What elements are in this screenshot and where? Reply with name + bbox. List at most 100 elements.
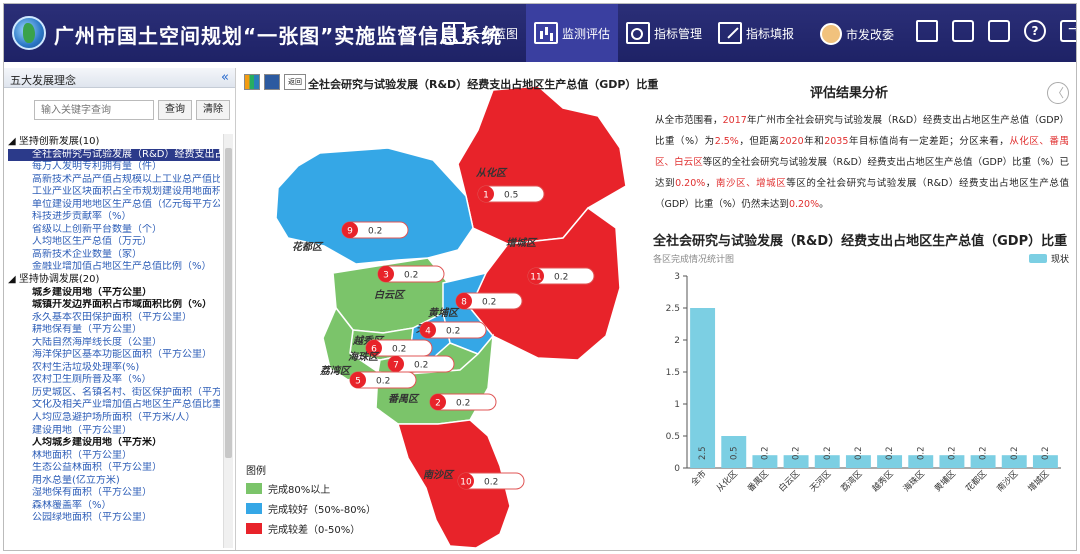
user-menu[interactable]: 市发改委 <box>820 23 894 45</box>
panel-header: 五大发展理念 « <box>4 68 235 88</box>
district-value-badge[interactable]: 11 0.2 <box>527 267 595 285</box>
monitor-chart-icon <box>534 22 559 44</box>
nav-monitor-evaluation[interactable]: 监测评估 <box>526 4 619 62</box>
tree-item[interactable]: 金融业增加值占地区生产总值比例（%） <box>32 261 212 273</box>
back-circle-icon[interactable]: 〈 <box>1047 82 1069 104</box>
district-value-badge[interactable]: 6 0.2 <box>365 339 433 357</box>
clear-button[interactable]: 清除 <box>196 100 230 120</box>
tree-item[interactable]: 城乡建设用地（平方公里） <box>32 286 152 298</box>
bar-value-label: 0.2 <box>823 446 833 460</box>
bar[interactable] <box>1001 455 1027 468</box>
tree-item[interactable]: 人均城乡建设用地（平方米） <box>32 437 162 449</box>
district-value-badge[interactable]: 10 0.2 <box>457 472 525 490</box>
help-icon[interactable]: ? <box>1024 20 1046 42</box>
district-value-badge[interactable]: 1 0.5 <box>477 185 545 203</box>
bar[interactable] <box>721 436 747 468</box>
tree-item[interactable]: 大陆自然海岸线长度（公里） <box>32 336 162 348</box>
tree-item[interactable]: 工业产业区块面积占全市规划建设用地面积比 <box>32 186 220 198</box>
district-value-badge[interactable]: 7 0.2 <box>387 355 455 373</box>
nav-indicator-management[interactable]: 指标管理 <box>618 4 710 62</box>
tree-item[interactable]: 永久基本农田保护面积（平方公里） <box>32 311 192 323</box>
query-button[interactable]: 查询 <box>158 100 192 120</box>
tree-item[interactable]: 林地面积（平方公里） <box>32 449 132 461</box>
district-map[interactable]: 从化区10.5花都区90.2白云区30.2增城区110.2黄埔区80.2天河区4… <box>238 68 648 550</box>
district-value-badge[interactable]: 2 0.2 <box>429 393 497 411</box>
district-rank: 3 <box>383 271 389 281</box>
district-value-badge[interactable]: 3 0.2 <box>377 265 445 283</box>
bar[interactable] <box>690 308 716 468</box>
bar[interactable] <box>845 455 871 468</box>
tree-item[interactable]: 农村卫生厕所普及率（%） <box>32 374 152 386</box>
tree-item[interactable]: 人均应急避护场所面积（平方米/人） <box>32 412 196 424</box>
bar-chart: 0 0.5 1 1.5 2 2.5 3 2.5 全市 0.5 从化区 0.2 番禺区 0.2 白云区 0.2 天… <box>666 272 1061 494</box>
bar[interactable] <box>908 455 934 468</box>
analysis-text-segment: ， <box>705 178 716 189</box>
bar-value-label: 0.2 <box>760 446 770 460</box>
lock-icon[interactable] <box>988 20 1010 42</box>
tree-item[interactable]: 建设用地（平方公里） <box>32 424 132 436</box>
analysis-text-segment: ，但距离 <box>738 136 780 147</box>
tree-item[interactable]: 省级以上创新平台数量（个） <box>32 223 162 235</box>
tree-scrollbar[interactable] <box>223 134 233 548</box>
x-tick-label: 增城区 <box>1026 468 1052 494</box>
tree-item[interactable]: 公园绿地面积（平方公里） <box>32 512 152 524</box>
save-icon[interactable] <box>264 74 280 90</box>
x-tick-label: 从化区 <box>714 468 740 494</box>
tree-group[interactable]: ◢ 坚持创新发展(10) <box>8 136 100 147</box>
map-panel: 从化区10.5花都区90.2白云区30.2增城区110.2黄埔区80.2天河区4… <box>238 68 658 550</box>
tree-item[interactable]: 生态公益林面积（平方公里） <box>32 462 162 474</box>
tree-item[interactable]: 耕地保有量（平方公里） <box>32 324 142 336</box>
chart-toggle-icon[interactable] <box>244 74 260 90</box>
district-value-badge[interactable]: 4 0.2 <box>419 321 487 339</box>
district-region[interactable] <box>396 419 511 549</box>
bar[interactable] <box>939 455 965 468</box>
analysis-text-segment: 从全市范围看， <box>655 115 723 126</box>
tree-group[interactable]: ◢ 坚持协调发展(20) <box>8 274 100 286</box>
scrollbar-thumb[interactable] <box>225 148 232 458</box>
tree-item[interactable]: 海洋保护区基本功能区面积（平方公里） <box>32 349 212 361</box>
logout-icon[interactable] <box>1060 20 1076 42</box>
district-value: 0.2 <box>404 271 418 281</box>
x-tick-label: 海珠区 <box>901 468 927 494</box>
tree-item[interactable]: 用水总量(亿立方米) <box>32 474 120 486</box>
search-chart-icon[interactable] <box>952 20 974 42</box>
edit-form-icon <box>718 22 743 44</box>
tree-item[interactable]: 城镇开发边界面积占市域面积比例（%） <box>32 299 213 311</box>
bar[interactable] <box>752 455 778 468</box>
collapse-panel-icon[interactable]: « <box>221 70 229 85</box>
bar-value-label: 2.5 <box>698 446 708 460</box>
tree-item[interactable]: 科技进步贡献率（%） <box>32 211 132 223</box>
bar[interactable] <box>814 455 840 468</box>
district-value-badge[interactable]: 8 0.2 <box>455 292 523 310</box>
nav-blueprint[interactable]: 一张蓝图 <box>434 4 526 62</box>
bar[interactable] <box>970 455 996 468</box>
bar[interactable] <box>783 455 809 468</box>
search-input[interactable] <box>34 100 154 120</box>
analysis-text-segment: 年广州市全社会研究与试验发展（R&D）经费支出占地区生产总值（GDP）比重（%）… <box>655 115 1069 147</box>
highlight-text: 从化区、番禺区、白云区 <box>655 136 1069 168</box>
bar-value-label: 0.5 <box>729 446 739 460</box>
analysis-text-segment: 年目标值尚有一定差距；分区来看， <box>848 136 1010 147</box>
tree-item[interactable]: 单位建设用地地区生产总值（亿元每平方公里） <box>32 198 220 210</box>
indicator-flow-icon <box>626 22 651 44</box>
tree-item[interactable]: 文化及相关产业增加值占地区生产总值比重 <box>32 399 220 411</box>
district-value: 0.2 <box>446 327 460 337</box>
tree-item[interactable]: 湿地保有面积（平方公里） <box>32 487 152 499</box>
bar[interactable] <box>877 455 903 468</box>
district-value-badge[interactable]: 5 0.2 <box>349 371 417 389</box>
tree-item[interactable]: 森林覆盖率（%） <box>32 499 112 511</box>
district-region[interactable] <box>275 147 474 265</box>
tree-item[interactable]: 人均地区生产总值（万元） <box>32 236 152 248</box>
tree-item[interactable]: 历史城区、名镇名村、街区保护面积（平方公里） <box>32 386 220 398</box>
nav-indicator-fill[interactable]: 指标填报 <box>710 4 802 62</box>
tree-item[interactable]: 高新技术企业数量（家） <box>32 248 142 260</box>
tree-item[interactable]: 农村生活垃圾处理率(%) <box>32 361 140 373</box>
tree-item[interactable]: 高新技术产品产值占规模以上工业总产值比重 <box>32 173 220 185</box>
district-value-badge[interactable]: 9 0.2 <box>341 221 409 239</box>
back-button[interactable]: 返回 <box>284 74 306 90</box>
tree-item[interactable]: 每万人发明专利拥有量（件） <box>32 161 162 173</box>
home-icon[interactable] <box>916 20 938 42</box>
bar[interactable] <box>1032 455 1058 468</box>
tree-item[interactable]: 全社会研究与试验发展（R&D）经费支出占地区 <box>8 148 220 162</box>
district-rank: 7 <box>393 361 399 371</box>
